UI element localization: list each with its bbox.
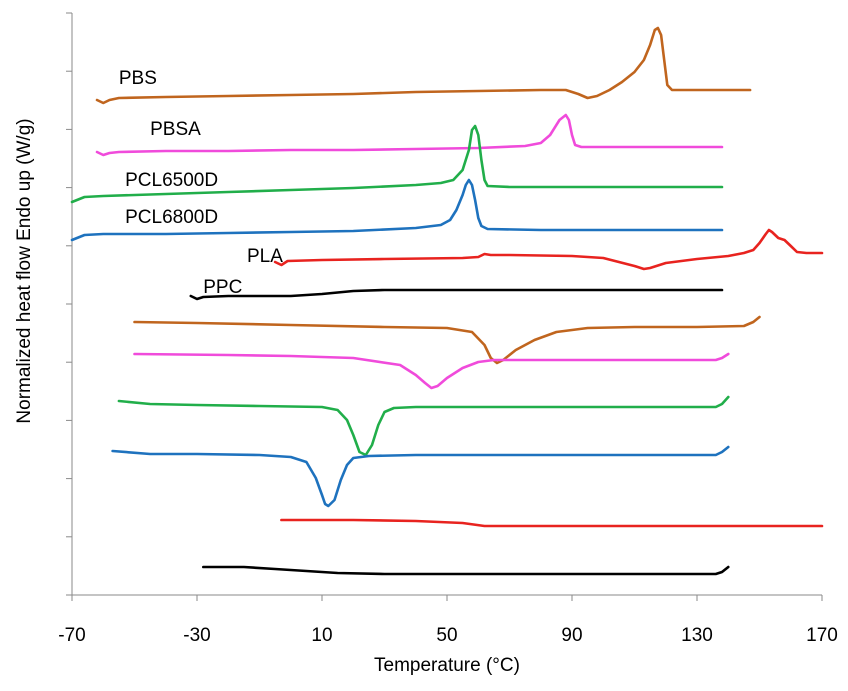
x-tick-label: 130 <box>681 625 713 646</box>
series-line-cooling <box>119 397 728 455</box>
x-tick-label: 10 <box>311 625 332 646</box>
x-tick-label: -30 <box>183 625 210 646</box>
series-line-ppc <box>191 290 722 299</box>
series-line-pbs <box>97 28 750 103</box>
x-tick-label: -70 <box>58 625 85 646</box>
x-tick-label: 170 <box>806 625 838 646</box>
series-label-pcl6500d: PCL6500D <box>125 170 218 191</box>
series-label-pbsa: PBSA <box>150 119 201 140</box>
y-axis-title: Normalized heat flow Endo up (W/g) <box>14 118 35 423</box>
x-tick-label: 90 <box>561 625 582 646</box>
series-label-pla: PLA <box>247 246 283 267</box>
x-axis-title: Temperature (°C) <box>374 655 520 676</box>
series-label-pbs: PBS <box>119 68 157 89</box>
series-line-cooling <box>281 520 822 526</box>
series-label-pcl6800d: PCL6800D <box>125 207 218 228</box>
series-label-ppc: PPC <box>203 277 242 298</box>
x-tick-label: 50 <box>436 625 457 646</box>
series-lines <box>72 28 822 574</box>
series-line-cooling <box>203 567 728 574</box>
series-line-pla <box>275 230 822 269</box>
series-line-cooling <box>113 447 729 506</box>
series-line-cooling <box>135 354 729 388</box>
x-axis: -70 -30 10 50 90 130 170 <box>58 595 838 646</box>
y-axis <box>66 13 72 595</box>
